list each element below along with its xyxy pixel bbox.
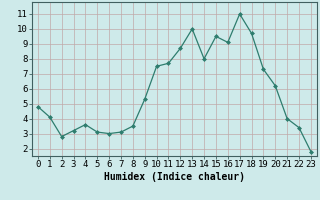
X-axis label: Humidex (Indice chaleur): Humidex (Indice chaleur) (104, 172, 245, 182)
